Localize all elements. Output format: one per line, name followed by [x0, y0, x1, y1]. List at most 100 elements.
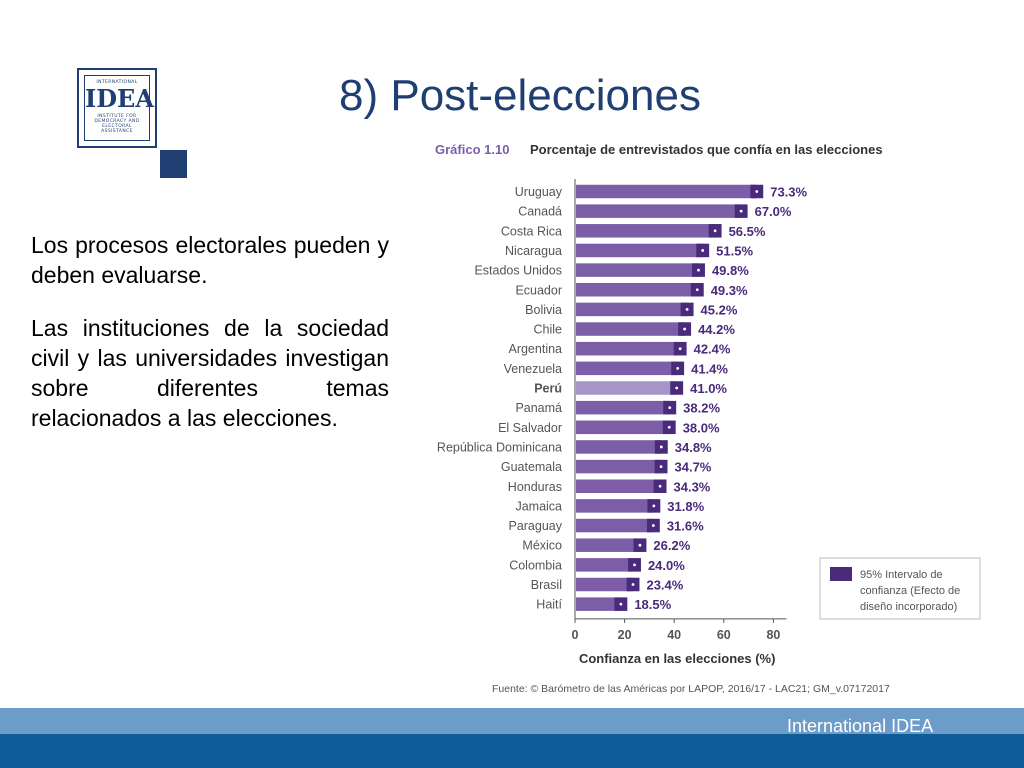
slide-title: 8) Post-elecciones: [339, 71, 701, 120]
confidence-bar-chart: Gráfico 1.10 Porcentaje de entrevistados …: [435, 142, 981, 695]
mean-point: [676, 366, 680, 370]
value-label: 49.3%: [711, 283, 748, 298]
bar: [576, 518, 654, 533]
value-label: 42.4%: [694, 342, 731, 357]
bar: [576, 400, 670, 415]
category-label: Canadá: [518, 205, 562, 219]
logo-subtitle: INSTITUTE FOR DEMOCRACY AND ELECTORAL AS…: [85, 114, 149, 134]
mean-point: [638, 543, 642, 547]
bar: [576, 381, 677, 395]
legend-swatch: [830, 567, 852, 581]
paragraph-1: Los procesos electorales pueden y deben …: [31, 232, 389, 288]
logo-idea-text: IDEA: [85, 84, 154, 113]
category-label: Honduras: [508, 480, 562, 494]
mean-point: [652, 504, 656, 508]
bar: [576, 538, 640, 552]
footer-dark-band: [0, 734, 1024, 768]
bar: [576, 263, 699, 277]
mean-point: [631, 583, 635, 586]
footer-light-band: [0, 708, 1024, 734]
category-label: México: [522, 539, 562, 553]
mean-point: [685, 308, 689, 311]
bar: [576, 224, 716, 238]
x-tick-label: 0: [572, 628, 579, 642]
mean-point: [619, 602, 623, 606]
mean-point: [739, 209, 743, 213]
idea-logo: INTERNATIONAL IDEA INSTITUTE FOR DEMOCRA…: [77, 68, 157, 148]
mean-point: [651, 524, 655, 527]
x-tick-label: 80: [766, 628, 780, 642]
value-label: 38.0%: [683, 420, 720, 435]
category-label: Nicaragua: [505, 244, 562, 258]
value-label: 31.8%: [667, 499, 704, 514]
logo-subtitle-line: ASSISTANCE: [101, 129, 133, 134]
value-label: 24.0%: [648, 558, 685, 573]
category-label: El Salvador: [498, 421, 562, 435]
category-label: Perú: [534, 382, 562, 396]
bar: [576, 440, 662, 454]
mean-point: [659, 465, 663, 468]
legend-label: confianza (Efecto de: [860, 585, 960, 597]
decorative-square: [160, 150, 187, 178]
mean-point: [683, 327, 687, 331]
bar: [576, 459, 662, 474]
logo-subtitle-line: DEMOCRACY AND: [94, 119, 140, 124]
x-tick-label: 20: [618, 628, 632, 642]
value-label: 23.4%: [646, 578, 683, 593]
bar: [576, 341, 681, 356]
category-label: Brasil: [531, 578, 562, 592]
mean-point: [678, 347, 682, 351]
value-label: 18.5%: [634, 597, 671, 612]
bar: [576, 302, 688, 317]
value-label: 31.6%: [667, 519, 704, 534]
category-label: Colombia: [509, 558, 562, 572]
value-label: 34.7%: [675, 460, 712, 475]
chart-source: Fuente: © Barómetro de las Américas por …: [492, 683, 890, 695]
mean-point: [697, 268, 700, 272]
category-label: Estados Unidos: [474, 264, 562, 278]
bar: [576, 184, 757, 199]
category-label: Uruguay: [515, 185, 563, 199]
category-label: Jamaica: [515, 499, 562, 513]
chart-title: Porcentaje de entrevistados que confía e…: [530, 142, 883, 157]
bar: [576, 558, 635, 572]
category-label: Venezuela: [504, 362, 562, 376]
bar: [576, 499, 654, 513]
bar: [576, 283, 698, 297]
bar: [576, 597, 621, 611]
logo-frame: INTERNATIONAL IDEA INSTITUTE FOR DEMOCRA…: [84, 75, 154, 141]
category-label: Costa Rica: [501, 224, 562, 238]
chart-title-prefix: Gráfico 1.10: [435, 142, 509, 157]
category-label: Bolivia: [525, 303, 562, 317]
category-label: Haití: [536, 598, 562, 612]
mean-point: [659, 445, 663, 449]
category-label: República Dominicana: [437, 440, 562, 454]
value-label: 26.2%: [653, 538, 690, 553]
value-label: 44.2%: [698, 322, 735, 337]
bar: [576, 322, 685, 336]
x-tick-label: 40: [667, 628, 681, 642]
bar: [576, 243, 703, 258]
mean-point: [701, 249, 705, 252]
value-label: 41.0%: [690, 381, 727, 396]
value-label: 45.2%: [701, 302, 738, 317]
mean-point: [658, 484, 662, 488]
logo-subtitle-line: ELECTORAL: [102, 124, 132, 129]
value-label: 73.3%: [770, 185, 807, 200]
category-label: Paraguay: [508, 519, 562, 533]
logo-subtitle-line: INSTITUTE FOR: [97, 114, 137, 119]
value-label: 56.5%: [729, 224, 766, 239]
x-axis-label: Confianza en las elecciones (%): [579, 651, 776, 666]
mean-point: [633, 563, 636, 567]
value-label: 51.5%: [716, 243, 753, 258]
mean-point: [755, 190, 759, 193]
legend-label: diseño incorporado): [860, 601, 957, 613]
category-label: Argentina: [508, 342, 562, 356]
x-tick-label: 60: [717, 628, 731, 642]
mean-point: [695, 288, 699, 292]
value-label: 34.3%: [674, 479, 711, 494]
category-label: Panamá: [515, 401, 562, 415]
footer-brand: International IDEA: [787, 716, 934, 736]
bar: [576, 204, 742, 218]
value-label: 38.2%: [683, 401, 720, 416]
